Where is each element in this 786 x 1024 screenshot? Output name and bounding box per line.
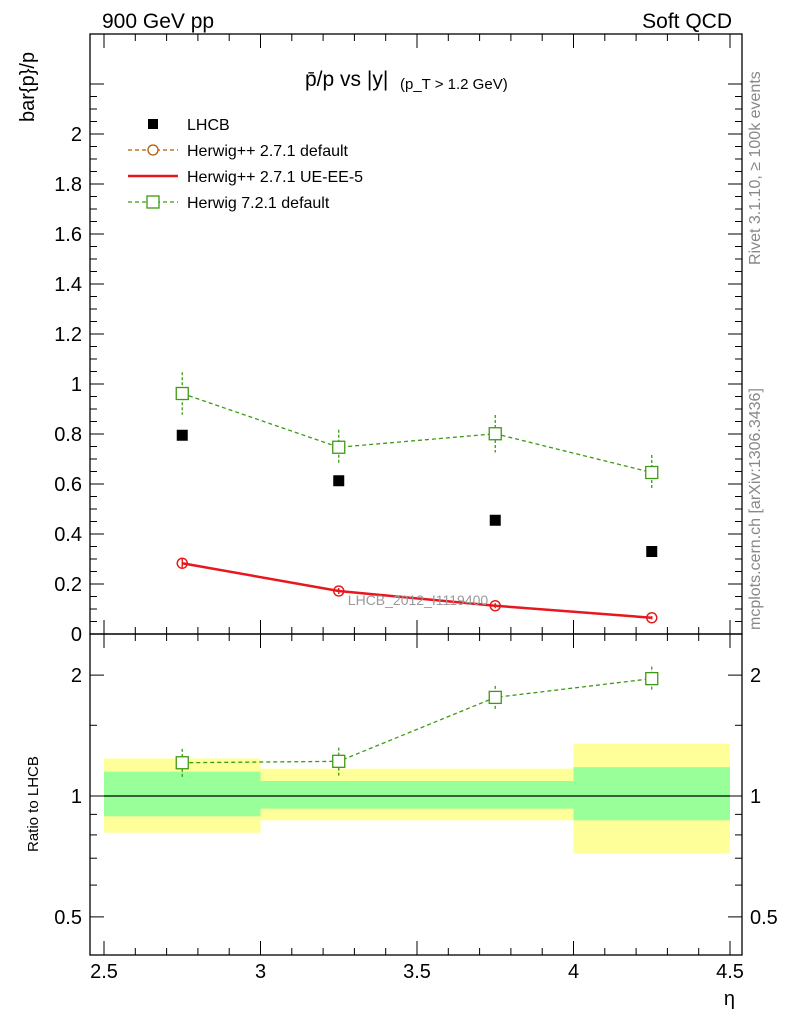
mc-point — [176, 557, 188, 569]
x-axis-label: η — [724, 988, 735, 1010]
series-line — [182, 562, 652, 619]
legend-entry: Herwig 7.2.1 default — [128, 195, 330, 212]
legend-entry: Herwig++ 2.7.1 default — [128, 143, 349, 160]
series-line — [182, 562, 652, 619]
y-tick-label: 0.8 — [54, 424, 82, 446]
ratio-point — [175, 756, 189, 770]
mc-point — [646, 612, 658, 624]
legend-marker — [146, 195, 160, 209]
y-tick-label: 0.6 — [54, 474, 82, 496]
legend: LHCB Herwig++ 2.7.1 default Herwig++ 2.7.1… — [128, 117, 363, 212]
side-label-bottom: mcplots.cern.ch [arXiv:1306.3436] — [747, 388, 764, 630]
x-tick-label: 3.5 — [403, 961, 431, 983]
legend-label: Herwig++ 2.7.1 UE-EE-5 — [187, 169, 363, 186]
mc-point — [488, 427, 502, 441]
y-tick-label: 1.2 — [54, 324, 82, 346]
legend-label: Herwig++ 2.7.1 default — [187, 143, 349, 160]
watermark: LHCB_2012_I1119400 — [348, 592, 489, 608]
x-tick-label: 4.5 — [716, 961, 744, 983]
ratio-tick-label: 2 — [71, 665, 82, 687]
series-2 — [176, 557, 658, 624]
ratio-tick-label-right: 1 — [750, 786, 761, 808]
mc-point — [645, 465, 659, 480]
ratio-tick-label-right: 2 — [750, 665, 761, 687]
plot-title: p̄/p vs |y| (p_T > 1.2 GeV) — [305, 68, 508, 93]
legend-marker — [147, 144, 159, 156]
series-3 — [175, 372, 659, 490]
plot-title-main: p̄/p vs |y| — [305, 68, 388, 91]
side-label-top: Rivet 3.1.10, ≥ 100k events — [747, 71, 764, 265]
ratio-point — [645, 671, 659, 686]
ratio-band-stat — [104, 771, 261, 817]
mc-point — [333, 585, 345, 597]
ratio-frame — [89, 633, 743, 956]
mc-point — [175, 386, 189, 401]
series-0 — [176, 429, 658, 557]
ratio-tick-label: 1 — [71, 786, 82, 808]
main-panel: 0 0.2 0.4 0.6 0.8 1 1.2 1.4 1.6 1.8 2 — [54, 33, 743, 955]
ratio-point — [332, 754, 346, 768]
ratio-series — [175, 666, 659, 778]
legend-label: Herwig 7.2.1 default — [187, 195, 330, 212]
x-tick-label: 4 — [568, 961, 579, 983]
y-tick-label: 1.8 — [54, 174, 82, 196]
y-tick-label: 0 — [71, 624, 82, 646]
y-tick-label: 0.4 — [54, 524, 82, 546]
mc-point — [332, 440, 346, 454]
y-tick-label: 0.2 — [54, 574, 82, 596]
lhcb-point — [646, 546, 658, 557]
y-tick-label: 1 — [71, 374, 82, 396]
legend-entry: Herwig++ 2.7.1 UE-EE-5 — [128, 169, 363, 186]
x-tick-label: 2.5 — [90, 961, 118, 983]
x-tick-label: 3 — [255, 961, 266, 983]
ratio-band-stat — [573, 767, 730, 821]
ratio-tick-label: 0.5 — [54, 907, 82, 929]
ratio-band-stat — [417, 780, 574, 809]
y-axis-label: bar{p}/p — [17, 52, 39, 122]
ratio-line — [182, 677, 652, 764]
lhcb-point — [333, 475, 345, 487]
ratio-tick-label-right: 0.5 — [750, 907, 778, 929]
ratio-axis-label: Ratio to LHCB — [25, 756, 42, 852]
legend-marker — [148, 119, 158, 129]
legend-label: LHCB — [187, 117, 230, 134]
ratio-panel: 2.5 3 3.5 4 4.5 0.5 0.5 1 1 2 2 — [54, 633, 778, 983]
header-left: 900 GeV pp — [102, 10, 214, 33]
header-right: Soft QCD — [642, 10, 732, 33]
legend-entry: LHCB — [148, 117, 230, 134]
lhcb-point — [489, 514, 501, 526]
mc-point — [489, 600, 501, 612]
series-line — [182, 392, 652, 474]
y-tick-label: 1.4 — [54, 274, 82, 296]
plot-title-cut: (p_T > 1.2 GeV) — [400, 76, 508, 93]
ratio-point — [488, 690, 502, 705]
ratio-band-stat — [260, 780, 417, 809]
lhcb-point — [176, 429, 188, 441]
y-tick-label: 2 — [71, 124, 82, 146]
y-tick-label: 1.6 — [54, 224, 82, 246]
